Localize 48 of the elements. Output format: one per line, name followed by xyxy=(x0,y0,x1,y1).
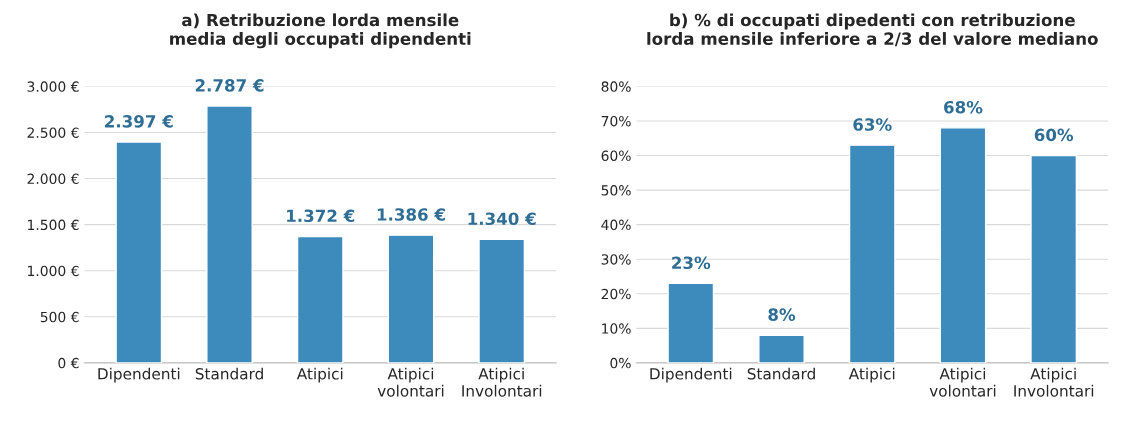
x-tick-label: Atipici Involontari xyxy=(1014,367,1094,397)
y-tick-label: 2.000 € xyxy=(27,173,79,185)
bar xyxy=(206,105,253,363)
bar xyxy=(1030,154,1078,363)
bar xyxy=(667,282,715,363)
y-tick-label: 20% xyxy=(601,288,631,300)
y-tick-label: 0% xyxy=(610,357,631,369)
data-label: 1.340 € xyxy=(468,212,536,226)
bar xyxy=(296,235,344,363)
chart-title: a) Retribuzione lorda mensile media degli occupati dipendenti xyxy=(170,13,471,49)
x-tick-label: Atipici Involontari xyxy=(462,367,542,397)
y-tick-label: 60% xyxy=(601,150,631,161)
data-label: 63% xyxy=(853,118,892,131)
y-tick-label: 70% xyxy=(601,115,631,127)
x-tick-label: Standard xyxy=(747,367,815,380)
y-tick-label: 500 € xyxy=(40,311,79,323)
data-label: 1.372 € xyxy=(287,209,355,223)
y-tick-label: 80% xyxy=(601,81,631,92)
y-tick-label: 30% xyxy=(601,254,631,265)
x-tick-label: Atipici xyxy=(296,367,343,383)
data-label: 68% xyxy=(944,100,983,114)
data-label: 1.386 € xyxy=(377,208,445,221)
y-tick-label: 50% xyxy=(601,185,631,196)
data-label: 8% xyxy=(768,308,796,321)
bar xyxy=(848,144,896,363)
x-tick-label: Dipendenti xyxy=(650,367,732,383)
x-tick-label: Atipici volontari xyxy=(377,367,444,397)
data-label: 60% xyxy=(1034,128,1074,142)
bar xyxy=(387,234,435,363)
x-tick-label: Atipici volontari xyxy=(929,367,996,397)
y-tick-label: 1.000 € xyxy=(28,265,79,277)
y-tick-label: 0 € xyxy=(58,357,79,369)
x-tick-label: Atipici xyxy=(848,367,895,383)
bar xyxy=(939,127,987,363)
data-label: 2.787 € xyxy=(195,79,264,92)
data-label: 2.397 € xyxy=(105,115,173,128)
y-tick-label: 10% xyxy=(602,323,631,334)
bar xyxy=(478,238,526,363)
bar xyxy=(115,141,163,363)
y-tick-label: 1.500 € xyxy=(28,219,79,231)
x-tick-label: Dipendenti xyxy=(98,367,180,383)
bar xyxy=(758,334,805,363)
x-tick-label: Standard xyxy=(195,367,263,380)
y-tick-label: 3.000 € xyxy=(27,81,79,92)
chart-title: b) % di occupati dipedenti con retribuzione lorda mensile inferiore a 2/3 del valore mediano xyxy=(647,13,1098,47)
data-label: 23% xyxy=(672,256,711,270)
y-tick-label: 2.500 € xyxy=(27,127,79,138)
y-tick-label: 40% xyxy=(601,219,631,231)
